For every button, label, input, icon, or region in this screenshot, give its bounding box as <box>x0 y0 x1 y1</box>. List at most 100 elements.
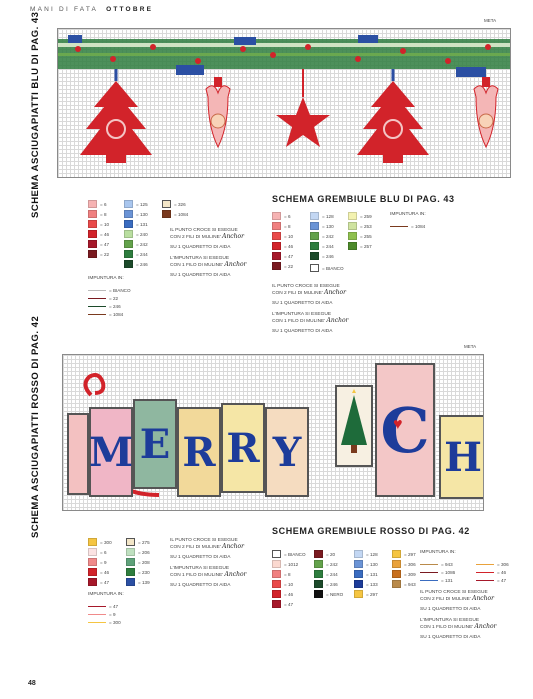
stitch-notes-apron-red: IL PUNTO CROCE SI ESEGUE CON 2 FILI DI M… <box>420 590 497 641</box>
legend-item: = 22 <box>272 262 293 270</box>
legend-item: = 259 <box>348 212 372 220</box>
legend-item: = 246 <box>310 252 334 260</box>
legend-item: = 242 <box>314 560 338 568</box>
letter-block-partial <box>67 413 89 495</box>
backstitch-item: = 306 <box>476 562 509 567</box>
legend-item: = 244 <box>314 570 338 578</box>
legend-item: = 206 <box>126 548 150 556</box>
backstitch-item: = 943 <box>420 562 453 567</box>
page-number: 48 <box>28 680 36 687</box>
impuntura-label-apron-red: IMPUNTURA IN: <box>420 550 456 555</box>
side-title-top: SCHEMA ASCIUGAPIATTI BLU DI PAG. 43 <box>30 11 41 218</box>
stitch-notes-bottom: IL PUNTO CROCE SI ESEGUE CON 2 FILI DI M… <box>170 538 247 589</box>
apron-red-title: SCHEMA GREMBIULE ROSSO DI PAG. 42 <box>272 526 470 536</box>
legend-item: = 275 <box>126 538 150 546</box>
legend-item: = 943 <box>392 580 416 588</box>
legend-item: = 47 <box>272 600 293 608</box>
side-title-bottom: SCHEMA ASCIUGAPIATTI ROSSO DI PAG. 42 <box>30 315 41 538</box>
chart-blue-towel <box>57 28 511 178</box>
tree-ornament-left <box>80 69 152 163</box>
legend-item: = 257 <box>348 242 372 250</box>
magazine-header: MANI DI FATA OTTOBRE <box>30 6 153 13</box>
impuntura-label-top: IMPUNTURA IN: <box>88 276 124 281</box>
legend-item: = 47 <box>88 240 109 248</box>
legend-item: = NERO <box>314 590 343 598</box>
legend-item: = BIANCO <box>310 264 344 272</box>
heart-icon: ♥ <box>393 416 403 433</box>
heart-ornament-left <box>205 77 231 149</box>
legend-item: = 208 <box>126 558 150 566</box>
legend-item: = 46 <box>272 242 293 250</box>
legend-item: = 8 <box>272 222 291 230</box>
legend-item: = 326 <box>162 200 186 208</box>
chart-artwork-top <box>58 35 510 163</box>
backstitch-item: = 46 <box>476 570 506 575</box>
legend-item: = 10 <box>272 232 293 240</box>
stitch-notes-top: IL PUNTO CROCE SI ESEGUE CON 2 FILI DI M… <box>170 228 247 279</box>
legend-item: = 130 <box>354 560 378 568</box>
legend-item: = 46 <box>272 590 293 598</box>
backstitch-item: = 22 <box>88 296 118 301</box>
magazine-name: MANI DI FATA <box>30 6 99 13</box>
letter-block-h: H <box>439 415 483 499</box>
backstitch-item: = BIANCO <box>88 288 131 293</box>
legend-item: = 306 <box>392 560 416 568</box>
garland <box>58 35 510 77</box>
letter-block-m: M <box>89 407 133 497</box>
legend-item: = 125 <box>124 200 148 208</box>
legend-item: = 255 <box>348 232 372 240</box>
legend-item: = 131 <box>354 570 378 578</box>
legend-item: = 9 <box>88 558 107 566</box>
legend-item: = 300 <box>88 538 112 546</box>
impuntura-label-bottom: IMPUNTURA IN: <box>88 592 124 597</box>
legend-item: = 20 <box>314 550 335 558</box>
legend-item: = 297 <box>354 590 378 598</box>
legend-item: = 8 <box>88 210 107 218</box>
tree-block <box>335 385 373 467</box>
star-ornament <box>276 69 330 147</box>
backstitch-item: = 131 <box>420 578 453 583</box>
tree-ornament-right <box>357 69 429 163</box>
backstitch-item: = 9 <box>88 612 116 617</box>
letter-block-r2: R <box>221 403 265 493</box>
legend-item: = 46 <box>88 230 109 238</box>
legend-item: = 128 <box>310 212 334 220</box>
legend-item: = BIANCO <box>272 550 306 558</box>
magazine-issue: OTTOBRE <box>106 6 154 13</box>
backstitch-item: = 1086 <box>420 570 455 575</box>
letter-block-y: Y <box>265 407 309 497</box>
meta-label-top: META <box>484 18 497 23</box>
backstitch-item: = 1084 <box>88 312 123 317</box>
legend-item: = 6 <box>88 200 107 208</box>
apron-blue-title: SCHEMA GREMBIULE BLU DI PAG. 43 <box>272 194 455 204</box>
legend-item: = 1012 <box>272 560 298 568</box>
legend-item: = 6 <box>88 548 107 556</box>
backstitch-item: = 246 <box>88 304 121 309</box>
legend-item: = 253 <box>348 222 372 230</box>
legend-item: = 242 <box>310 232 334 240</box>
legend-item: = 47 <box>88 578 109 586</box>
legend-item: = 133 <box>354 580 378 588</box>
backstitch-item: = 47 <box>88 604 118 609</box>
legend-item: = 8 <box>272 570 291 578</box>
chart-red-towel: M E R R Y C ♥ H <box>62 354 484 511</box>
meta-label-bottom: META <box>464 344 477 349</box>
impuntura-label-apron-blue: IMPUNTURA IN: <box>390 212 426 217</box>
legend-item: = 128 <box>354 550 378 558</box>
legend-item: = 242 <box>124 240 148 248</box>
legend-item: = 10 <box>88 220 109 228</box>
legend-item: = 230 <box>126 568 150 576</box>
legend-item: = 297 <box>392 550 416 558</box>
legend-item: = 246 <box>124 260 148 268</box>
legend-item: = 46 <box>88 568 109 576</box>
legend-item: = 6 <box>272 212 291 220</box>
legend-item: = 244 <box>310 242 334 250</box>
letter-block-r1: R <box>177 407 221 497</box>
backstitch-item: = 300 <box>88 620 121 625</box>
stitch-notes-apron-blue: IL PUNTO CROCE SI ESEGUE CON 2 FILI DI M… <box>272 284 349 335</box>
backstitch-item: = 1084 <box>390 224 425 229</box>
legend-item: = 130 <box>124 210 148 218</box>
legend-item: = 309 <box>392 570 416 578</box>
backstitch-item: = 47 <box>476 578 506 583</box>
legend-item: = 22 <box>88 250 109 258</box>
